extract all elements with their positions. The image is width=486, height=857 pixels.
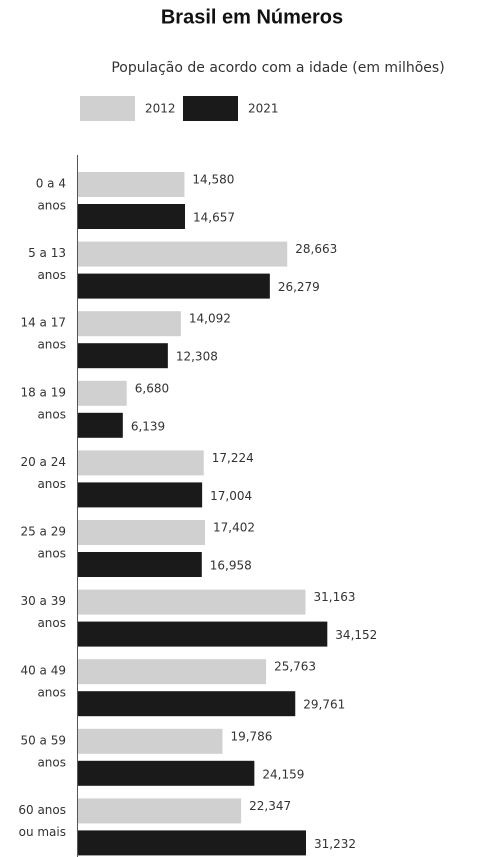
y-tick-label: anos	[37, 477, 66, 491]
chart-title: Brasil em Números	[161, 6, 343, 28]
y-tick-label: 30 a 39	[20, 594, 66, 608]
bar	[78, 659, 267, 685]
y-tick-label: anos	[37, 268, 66, 282]
y-tick-label: 50 a 59	[20, 733, 66, 747]
y-tick-label: ou mais	[19, 825, 66, 839]
value-label: 34,152	[335, 628, 377, 642]
y-tick-label: 18 a 19	[20, 385, 66, 399]
bar	[78, 728, 223, 754]
bar	[78, 760, 255, 786]
value-label: 17,402	[213, 521, 255, 535]
y-tick-label: anos	[37, 616, 66, 630]
bar	[78, 204, 185, 229]
value-label: 31,232	[314, 837, 356, 851]
y-tick-label: anos	[37, 547, 66, 561]
y-tick-label: anos	[37, 338, 66, 352]
y-tick-label: anos	[37, 407, 66, 421]
bar	[78, 589, 306, 615]
y-tick-label: 20 a 24	[20, 455, 66, 469]
value-label: 12,308	[176, 350, 218, 364]
value-label: 24,159	[262, 767, 304, 781]
bar	[78, 691, 296, 717]
y-tick-label: 60 anos	[18, 803, 66, 817]
value-label: 14,092	[189, 312, 231, 326]
value-label: 14,657	[193, 211, 235, 225]
bar	[78, 241, 288, 267]
value-label: 14,580	[192, 173, 234, 187]
value-label: 28,663	[295, 242, 337, 256]
bar	[78, 830, 306, 856]
value-label: 6,680	[135, 381, 169, 395]
value-label: 17,004	[210, 489, 252, 503]
bar	[78, 520, 206, 545]
value-label: 22,347	[249, 799, 291, 813]
bar	[78, 798, 242, 824]
legend-swatch	[80, 96, 135, 121]
value-label: 19,786	[230, 729, 272, 743]
y-tick-label: 5 a 13	[28, 246, 66, 260]
value-label: 31,163	[313, 590, 355, 604]
bar	[78, 311, 181, 337]
bar	[78, 621, 328, 647]
legend-label: 2021	[248, 102, 279, 116]
y-tick-label: 0 a 4	[36, 177, 66, 191]
value-label: 16,958	[210, 559, 252, 573]
legend-swatch	[183, 96, 238, 121]
y-tick-label: 25 a 29	[20, 525, 66, 539]
y-tick-label: 40 a 49	[20, 664, 66, 678]
value-label: 17,224	[212, 451, 254, 465]
legend-label: 2012	[145, 102, 176, 116]
value-label: 29,761	[303, 698, 345, 712]
bar	[78, 552, 202, 577]
bar	[78, 380, 127, 406]
chart-subtitle: População de acordo com a idade (em milh…	[111, 60, 444, 76]
bar	[78, 482, 203, 508]
y-tick-label: anos	[37, 755, 66, 769]
y-tick-label: anos	[37, 686, 66, 700]
y-tick-label: 14 a 17	[20, 316, 66, 330]
bar	[78, 412, 123, 438]
bar	[78, 172, 185, 197]
bar	[78, 273, 270, 299]
y-tick-label: anos	[37, 199, 66, 213]
value-label: 26,279	[278, 280, 320, 294]
value-label: 6,139	[131, 419, 165, 433]
bar	[78, 343, 168, 369]
value-label: 25,763	[274, 660, 316, 674]
bar	[78, 450, 204, 476]
